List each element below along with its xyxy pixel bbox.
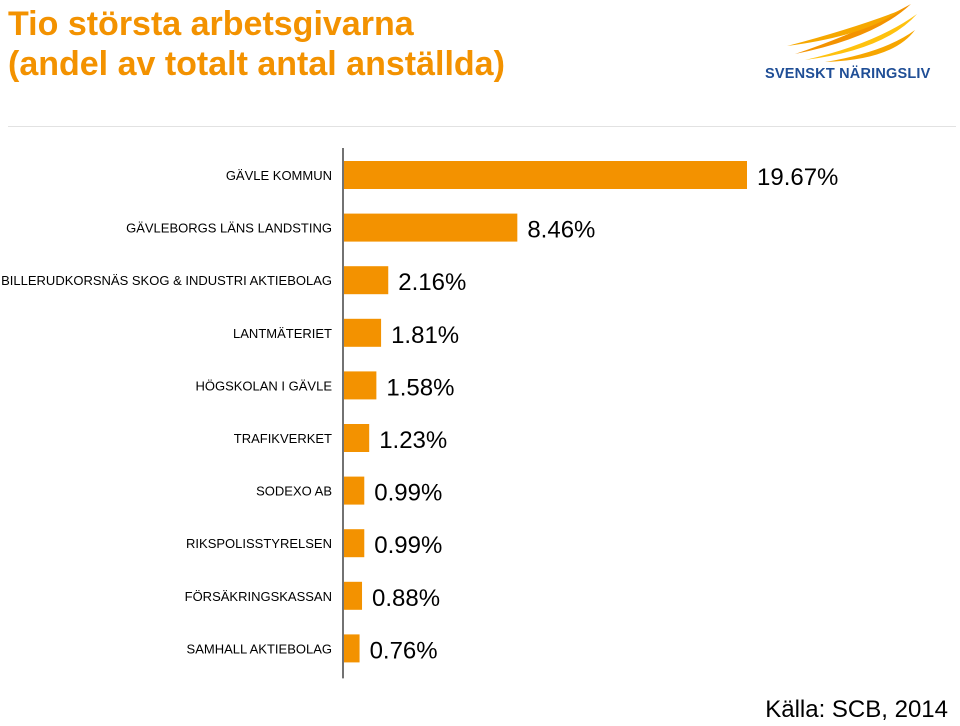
value-label: 0.99%	[374, 532, 442, 559]
bar-chart: GÄVLE KOMMUN 19.67% GÄVLEBORGS LÄNS LANDST…	[1, 148, 838, 679]
category-label: FÖRSÄKRINGSKASSAN	[185, 589, 332, 604]
bar-8	[344, 529, 365, 558]
bar-7	[344, 476, 365, 505]
flame-swoosh-icon	[787, 4, 917, 62]
bar-5	[344, 371, 377, 400]
bar-10	[344, 634, 360, 663]
bar-2	[344, 213, 518, 242]
header-divider	[8, 126, 956, 127]
category-label: BILLERUDKORSNÄS SKOG & INDUSTRI AKTIEBOL…	[1, 273, 332, 288]
category-label: HÖGSKOLAN I GÄVLE	[195, 378, 332, 393]
value-label: 2.16%	[398, 269, 466, 296]
svenskt-naringsliv-logo: SVENSKT NÄRINGSLIV	[765, 2, 945, 88]
value-label: 0.99%	[374, 480, 442, 507]
value-label: 0.88%	[372, 585, 440, 612]
value-label: 1.81%	[391, 322, 459, 349]
category-label: GÄVLE KOMMUN	[226, 168, 332, 183]
bar-3	[344, 266, 389, 295]
category-label: LANTMÄTERIET	[233, 326, 332, 341]
value-label: 0.76%	[370, 637, 438, 664]
category-label: RIKSPOLISSTYRELSEN	[186, 536, 332, 551]
source-note: Källa: SCB, 2014	[765, 696, 948, 723]
value-label: 1.58%	[386, 374, 454, 401]
category-label: TRAFIKVERKET	[234, 431, 332, 446]
value-label: 1.23%	[379, 427, 447, 454]
category-label: SAMHALL AKTIEBOLAG	[187, 641, 332, 656]
logo-text: SVENSKT NÄRINGSLIV	[765, 66, 931, 82]
bar-9	[344, 581, 363, 610]
bar-4	[344, 318, 382, 347]
bar-1	[344, 161, 747, 189]
value-label: 8.46%	[527, 217, 595, 244]
bar-6	[344, 424, 370, 452]
category-label: GÄVLEBORGS LÄNS LANDSTING	[126, 221, 332, 236]
value-label: 19.67%	[757, 164, 838, 191]
page-title: Tio största arbetsgivarna (andel av tota…	[8, 5, 505, 83]
category-label: SODEXO AB	[256, 484, 332, 499]
